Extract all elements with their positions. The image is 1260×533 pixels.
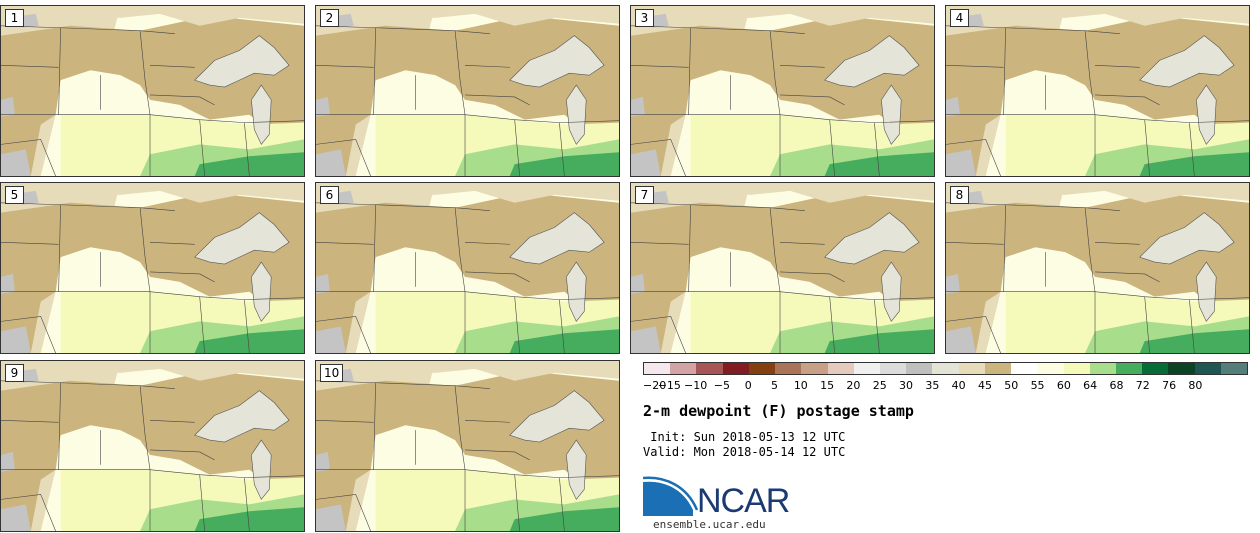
- member-number: 4: [950, 9, 969, 27]
- colorbar-swatch: [1011, 363, 1038, 374]
- colorbar-tick-label: 64: [1083, 379, 1098, 392]
- colorbar-swatch: [670, 363, 697, 374]
- colorbar-swatch: [1037, 363, 1064, 374]
- member-number: 9: [5, 364, 24, 382]
- ensemble-member-panel: 10: [315, 360, 620, 532]
- colorbar-swatch: [827, 363, 854, 374]
- ensemble-member-panel: 9: [0, 360, 305, 532]
- colorbar-tick-label: 80: [1188, 379, 1203, 392]
- colorbar-swatch: [879, 363, 907, 374]
- colorbar-tick-label: 0: [744, 379, 752, 392]
- init-time: Init: Sun 2018-05-13 12 UTC: [643, 430, 846, 444]
- member-number: 5: [5, 186, 24, 204]
- colorbar-swatch: [958, 363, 985, 374]
- member-number: 6: [320, 186, 339, 204]
- colorbar-tick-label: 5: [771, 379, 779, 392]
- colorbar-tick-label: 15: [820, 379, 835, 392]
- colorbar-tick-label: 68: [1109, 379, 1124, 392]
- colorbar-swatch: [801, 363, 828, 374]
- colorbar-tick-label: 60: [1056, 379, 1071, 392]
- colorbar-swatch: [853, 363, 880, 374]
- colorbar-tick-label: 40: [951, 379, 966, 392]
- ensemble-member-panel: 8: [945, 182, 1250, 354]
- colorbar-tick-label: −20: [643, 379, 667, 392]
- colorbar-tick-label: 50: [1004, 379, 1019, 392]
- dewpoint-map: [1, 6, 304, 176]
- ncar-logo-text: NCAR: [697, 482, 790, 520]
- valid-time: Valid: Mon 2018-05-14 12 UTC: [643, 445, 846, 459]
- colorbar-tick-label: 30: [899, 379, 914, 392]
- colorbar-swatch: [906, 363, 933, 374]
- dewpoint-map: [631, 183, 934, 353]
- ensemble-member-panel: 1: [0, 5, 305, 177]
- colorbar-tick-label: 25: [872, 379, 887, 392]
- colorbar-tick-label: 72: [1135, 379, 1150, 392]
- colorbar-tick-label: 55: [1030, 379, 1045, 392]
- colorbar-tick-label: 35: [925, 379, 940, 392]
- colorbar-tick-label: −10: [683, 379, 708, 392]
- member-number: 10: [320, 364, 344, 382]
- dewpoint-map: [316, 183, 619, 353]
- ensemble-member-panel: 6: [315, 182, 620, 354]
- dewpoint-map: [1, 183, 304, 353]
- colorbar-swatch: [1168, 363, 1195, 374]
- colorbar-swatch: [696, 363, 723, 374]
- colorbar-swatch: [984, 363, 1012, 374]
- colorbar-swatch: [1115, 363, 1143, 374]
- ensemble-url: ensemble.ucar.edu: [653, 518, 766, 531]
- colorbar-swatch: [1142, 363, 1169, 374]
- colorbar-swatch: [1063, 363, 1090, 374]
- plot-title: 2-m dewpoint (F) postage stamp: [643, 402, 914, 420]
- colorbar-swatch: [1194, 363, 1221, 374]
- dewpoint-map: [946, 183, 1249, 353]
- colorbar-swatch: [1089, 363, 1116, 374]
- colorbar-tick-label: 20: [846, 379, 861, 392]
- colorbar-swatch: [748, 363, 776, 374]
- ensemble-member-panel: 2: [315, 5, 620, 177]
- member-number: 2: [320, 9, 339, 27]
- ensemble-member-panel: 7: [630, 182, 935, 354]
- colorbar-swatch: [722, 363, 749, 374]
- member-number: 7: [635, 186, 654, 204]
- dewpoint-map: [316, 6, 619, 176]
- colorbar: [643, 362, 1248, 375]
- colorbar-tick-label: 45: [977, 379, 992, 392]
- member-number: 3: [635, 9, 654, 27]
- dewpoint-map: [631, 6, 934, 176]
- colorbar-swatch: [1220, 363, 1248, 374]
- colorbar-tick-label: 76: [1162, 379, 1177, 392]
- ncar-logo-icon: [643, 476, 699, 516]
- dewpoint-map: [946, 6, 1249, 176]
- dewpoint-map: [1, 361, 304, 531]
- ensemble-member-panel: 4: [945, 5, 1250, 177]
- colorbar-swatch: [932, 363, 959, 374]
- colorbar-tick-label: −15: [657, 379, 681, 392]
- colorbar-tick-label: 10: [793, 379, 808, 392]
- dewpoint-map: [316, 361, 619, 531]
- colorbar-ticks: −20 −15 −10 −5 0 5 10 15 20 25 30 35 40 45 50 55 60 64 68 7…: [643, 379, 1248, 393]
- colorbar-swatch: [644, 363, 671, 374]
- colorbar-swatch: [775, 363, 802, 374]
- ensemble-member-panel: 5: [0, 182, 305, 354]
- ensemble-member-panel: 3: [630, 5, 935, 177]
- colorbar-tick-label: −5: [713, 379, 731, 392]
- member-number: 8: [950, 186, 969, 204]
- member-number: 1: [5, 9, 24, 27]
